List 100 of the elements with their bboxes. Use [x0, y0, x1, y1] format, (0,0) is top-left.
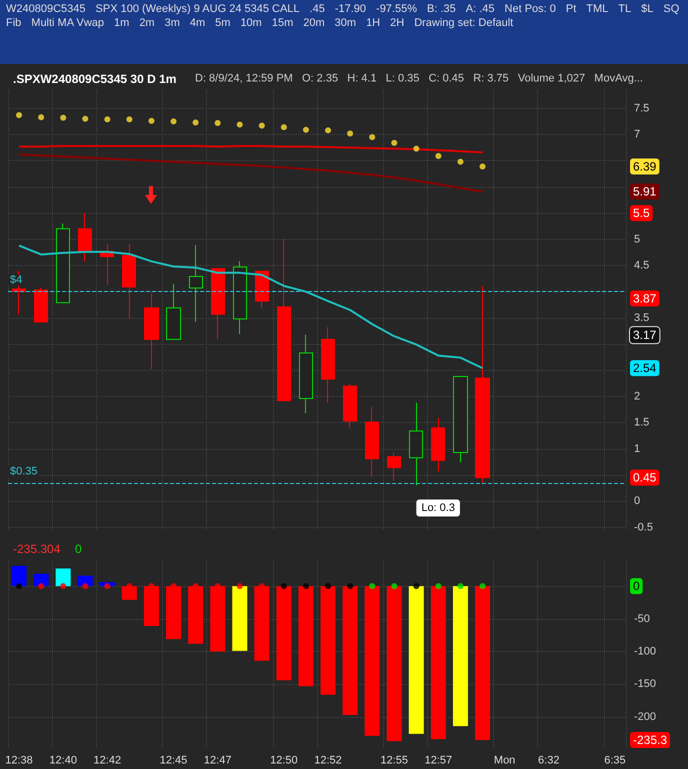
point: [170, 118, 177, 124]
candlestick: [34, 286, 48, 323]
text: 30m: [334, 17, 356, 29]
y-tick-label: -150: [634, 678, 656, 690]
text: .45: [310, 3, 325, 15]
text: -235.3: [633, 733, 668, 748]
point: [104, 116, 110, 122]
candlestick: [453, 376, 468, 463]
candlestick: [365, 406, 379, 478]
text: TL: [618, 3, 632, 15]
x-tick-label: 6:32: [538, 754, 560, 766]
chart-subtitle: D: 8/9/24, 12:59 PM O: 2.35 H: 4.1 L: 0.35 C: 0.45 R: 3.75 Volume 1,027 MovAvg...: [195, 72, 643, 84]
point: [214, 120, 221, 126]
text: Multi MA Vwap: [31, 17, 104, 29]
y-tick-label: -200: [634, 710, 656, 723]
x-tick-label: 12:57: [424, 754, 452, 766]
text: W240809C5345: [6, 3, 86, 15]
x-tick-label: 12:40: [49, 754, 77, 766]
text: 1H: [366, 17, 380, 29]
text: B: .35: [427, 3, 456, 15]
candlestick: [166, 283, 181, 340]
x-tick-label: 6:35: [604, 754, 626, 766]
point: [325, 127, 332, 134]
bar: [386, 586, 402, 742]
point: [302, 126, 309, 133]
candlestick: [299, 334, 313, 414]
text: 3.17: [633, 328, 657, 342]
line-series: [18, 145, 484, 154]
candlestick: [78, 212, 92, 262]
text: TML: [586, 3, 608, 15]
text: 5.5: [633, 206, 650, 220]
annotation: Lo: 0.3: [421, 502, 455, 514]
candlestick: [409, 402, 423, 486]
point: [480, 163, 486, 170]
candlestick: [189, 244, 203, 323]
line-series: [18, 153, 484, 193]
point: [60, 114, 66, 121]
text: 3.87: [633, 291, 657, 306]
y-tick-label: -100: [634, 646, 656, 658]
point: [16, 112, 22, 118]
candlestick: [12, 270, 26, 315]
candlestick: [144, 292, 159, 370]
point: [280, 124, 287, 130]
text: Fib: [6, 17, 22, 29]
ref-line-label: $0.35: [10, 465, 38, 478]
y-tick-label: 4.5: [634, 259, 650, 272]
bar: [452, 586, 468, 726]
y-tick-label: 3.5: [634, 312, 650, 324]
y-tick-label: 2: [634, 390, 640, 402]
point: [38, 114, 44, 120]
point: [126, 116, 132, 122]
text: 0.45: [633, 470, 657, 485]
text: Drawing set: Default: [414, 17, 514, 29]
candlestick: [122, 244, 136, 319]
point: [457, 158, 464, 165]
bar: [34, 574, 49, 586]
y-tick-label: 7.5: [634, 102, 650, 114]
point: [192, 119, 199, 126]
point: [391, 140, 398, 146]
x-tick-label: 12:38: [5, 754, 33, 766]
bar: [364, 586, 380, 736]
text: 5.91: [633, 184, 657, 199]
text: 20m: [303, 17, 325, 29]
ref-line-label: $4: [10, 274, 22, 286]
chart-title: .SPXW240809C5345 30 D 1m: [13, 72, 176, 86]
candlestick: [211, 268, 225, 340]
candlestick: [321, 326, 335, 404]
bar: [232, 586, 248, 651]
text: -17.90: [334, 3, 366, 15]
text: 2m: [139, 17, 155, 29]
text: SPX 100 (Weeklys) 9 AUG 24 5345 CALL: [96, 3, 300, 15]
bar: [430, 586, 446, 740]
text: 2H: [390, 17, 404, 29]
x-tick-label: 12:52: [314, 754, 342, 766]
text: $L: [641, 3, 654, 15]
bar: [342, 586, 358, 715]
candlestick: [277, 238, 291, 402]
candlestick: [233, 260, 247, 335]
text: 6.39: [633, 159, 657, 174]
y-tick-label: -50: [634, 612, 650, 625]
point: [413, 146, 420, 152]
text: 10m: [240, 17, 262, 29]
text: Net Pos: 0: [504, 3, 556, 15]
chart-subtitle: 0: [75, 542, 82, 556]
bar: [276, 586, 292, 680]
point: [347, 130, 354, 136]
candlestick: [343, 383, 357, 428]
text: SQ: [663, 3, 680, 15]
text: -97.55%: [376, 3, 418, 15]
candlestick: [56, 223, 70, 304]
text: A: .45: [466, 3, 495, 15]
bar: [320, 586, 336, 695]
text: 3m: [164, 17, 180, 29]
candlestick: [475, 286, 490, 484]
text: 5m: [215, 17, 230, 29]
bar: [12, 566, 27, 586]
x-tick-label: 12:45: [160, 754, 188, 766]
text: 2.54: [633, 361, 657, 376]
x-tick-label: 12:55: [380, 754, 408, 766]
y-tick-label: 1: [634, 442, 640, 455]
